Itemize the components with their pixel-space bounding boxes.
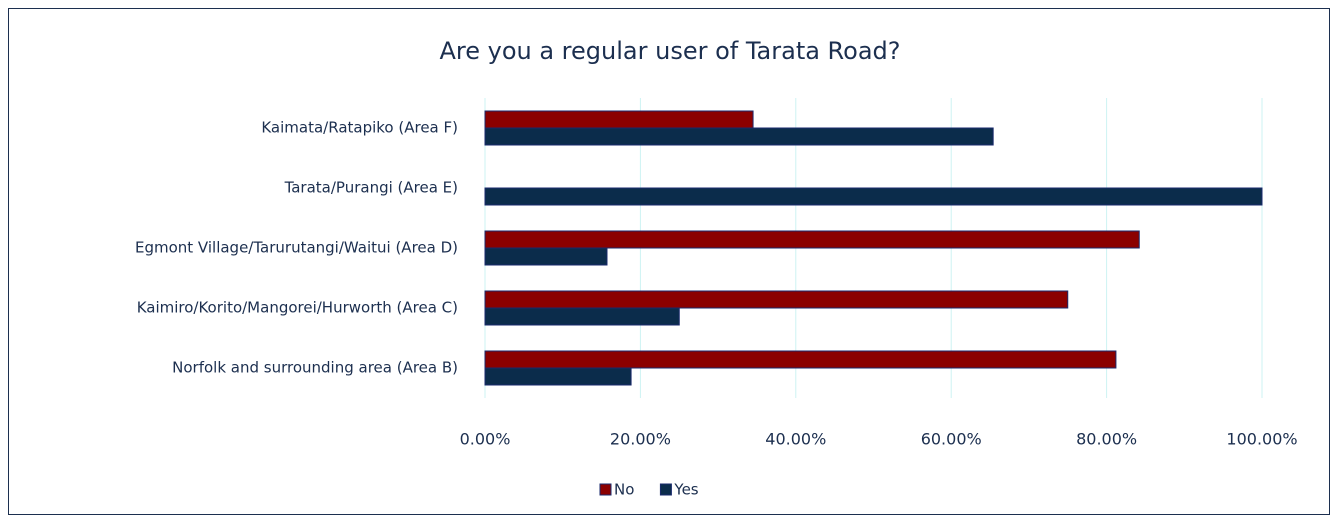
x-tick-label: 40.00%	[765, 430, 826, 449]
bar	[484, 187, 1263, 206]
legend-label: No	[614, 481, 634, 499]
chart-title: Are you a regular user of Tarata Road?	[439, 37, 900, 65]
y-tick-label: Kaimata/Ratapiko (Area F)	[261, 119, 458, 137]
y-tick-label: Norfolk and surrounding area (Area B)	[172, 359, 458, 377]
bar	[484, 307, 680, 326]
bar	[484, 127, 994, 146]
legend-swatch	[659, 483, 672, 496]
bar	[484, 290, 1069, 309]
bar	[484, 367, 632, 386]
bar	[484, 110, 754, 129]
x-tick-label: 20.00%	[610, 430, 671, 449]
bar	[484, 350, 1117, 369]
x-tick-label: 0.00%	[460, 430, 511, 449]
bar	[484, 230, 1140, 249]
chart-border	[8, 8, 1330, 515]
x-tick-label: 80.00%	[1076, 430, 1137, 449]
y-tick-label: Kaimiro/Korito/Mangorei/Hurworth (Area C…	[137, 299, 458, 317]
x-tick-label: 60.00%	[921, 430, 982, 449]
x-tick-label: 100.00%	[1226, 430, 1297, 449]
bar	[484, 247, 608, 266]
y-tick-label: Egmont Village/Tarurutangi/Waitui (Area …	[135, 239, 458, 257]
legend-swatch	[599, 483, 612, 496]
legend-label: Yes	[673, 481, 698, 499]
y-tick-label: Tarata/Purangi (Area E)	[284, 179, 458, 197]
